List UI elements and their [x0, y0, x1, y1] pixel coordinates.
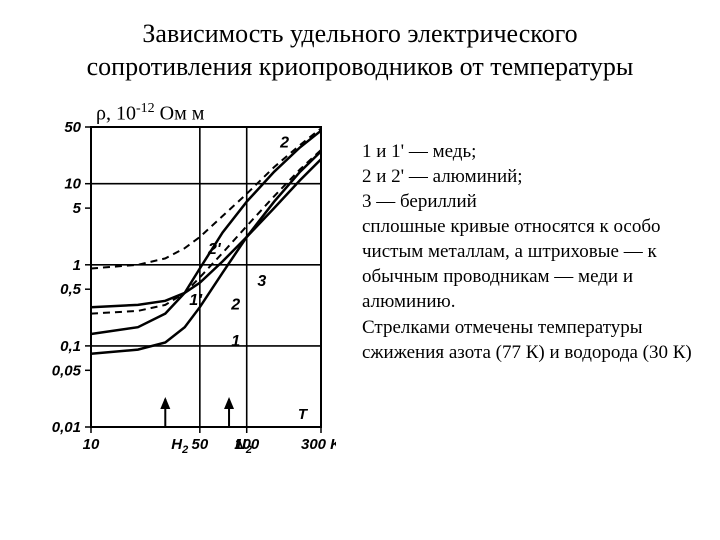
- svg-text:5: 5: [73, 200, 82, 217]
- svg-text:2: 2: [279, 134, 289, 151]
- caption-line: 1 и 1' — медь;: [362, 139, 700, 164]
- caption-line: сплошные кривые относятся к особо чистым…: [362, 214, 700, 314]
- caption-line: Стрелками отмечены температуры сжижения …: [362, 315, 700, 365]
- svg-text:H2: H2: [171, 436, 188, 456]
- svg-text:50: 50: [64, 119, 81, 136]
- svg-text:10: 10: [83, 436, 100, 453]
- svg-text:10: 10: [64, 176, 81, 193]
- svg-text:0,1: 0,1: [60, 338, 81, 355]
- svg-text:1: 1: [73, 257, 81, 274]
- svg-text:50: 50: [191, 436, 208, 453]
- caption-line: 2 и 2' — алюминий;: [362, 164, 700, 189]
- title-line-2: сопротивления криопроводников от темпера…: [87, 52, 634, 81]
- svg-text:1: 1: [231, 333, 240, 350]
- page-title: Зависимость удельного электрического соп…: [0, 0, 720, 89]
- title-line-1: Зависимость удельного электрического: [142, 19, 577, 48]
- caption: 1 и 1' — медь;2 и 2' — алюминий;3 — бери…: [336, 97, 700, 467]
- svg-text:0,5: 0,5: [60, 281, 82, 298]
- svg-text:300 K: 300 K: [301, 436, 336, 453]
- svg-text:3: 3: [257, 273, 266, 290]
- svg-text:T: T: [298, 406, 309, 423]
- svg-text:2: 2: [230, 297, 240, 314]
- content-row: ρ, 10-12 Ом м 5010510,50,10,050,01105010…: [0, 89, 720, 467]
- svg-text:2': 2': [207, 241, 222, 258]
- caption-line: 3 — бериллий: [362, 189, 700, 214]
- chart: ρ, 10-12 Ом м 5010510,50,10,050,01105010…: [36, 97, 336, 467]
- svg-text:0,01: 0,01: [52, 419, 81, 436]
- svg-text:1': 1': [189, 292, 203, 309]
- chart-svg: 5010510,50,10,050,011050100300 KT121'2'3…: [36, 97, 336, 467]
- svg-text:0,05: 0,05: [52, 362, 82, 379]
